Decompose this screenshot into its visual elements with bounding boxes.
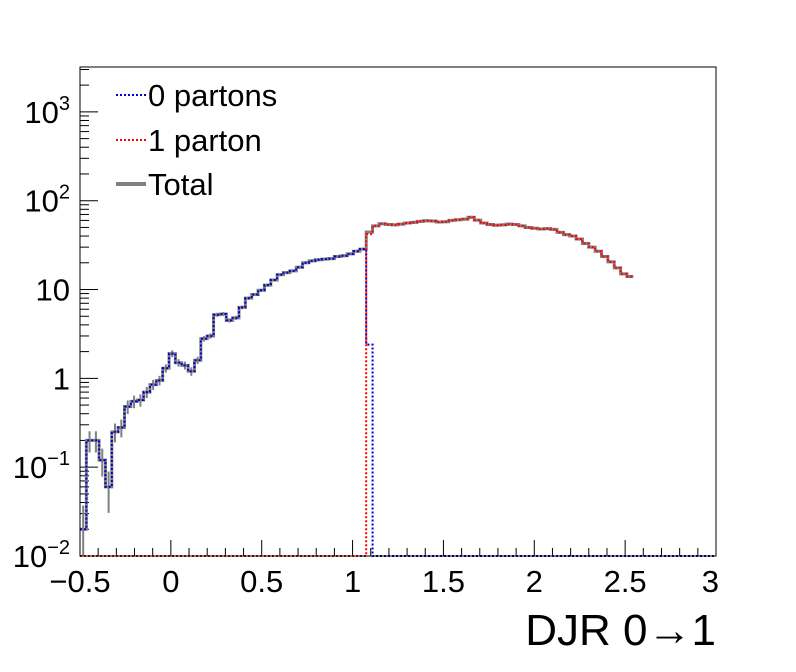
x-tick-label: 2.5 xyxy=(604,564,647,599)
x-axis-title: DJR 0→1 xyxy=(525,606,716,655)
x-tick-labels: −0.5 0 0.5 1 1.5 2 2.5 3 xyxy=(49,564,719,599)
y-tick-base: 10 xyxy=(24,95,58,130)
y-tick-base: 10 xyxy=(13,450,47,485)
series-0-partons xyxy=(80,248,716,557)
y-tick-exponent: 2 xyxy=(59,182,70,204)
y-tick-base: 10 xyxy=(24,184,58,219)
y-tick-label: 102 xyxy=(24,182,70,219)
plot-frame xyxy=(79,66,717,557)
x-tick-label: 1.5 xyxy=(422,564,465,599)
x-tick-label: 0 xyxy=(162,564,179,599)
legend: 0 partons 1 parton Total xyxy=(116,78,277,202)
x-tick-label: −0.5 xyxy=(49,564,110,599)
y-tick-base: 10 xyxy=(13,539,47,574)
legend-entry: Total xyxy=(148,167,213,202)
y-tick-label: 1 xyxy=(53,361,70,396)
y-tick-label: 10−1 xyxy=(13,448,70,485)
x-tick-label: 1 xyxy=(344,564,361,599)
legend-entry: 1 parton xyxy=(148,123,262,158)
y-tick-label: 10 xyxy=(36,273,70,308)
x-tick-label: 3 xyxy=(702,564,719,599)
y-tick-exponent: −1 xyxy=(47,448,70,470)
y-tick-label: 10−2 xyxy=(13,537,70,574)
x-tick-label: 0.5 xyxy=(240,564,283,599)
y-tick-exponent: 3 xyxy=(59,93,70,115)
y-tick-label: 103 xyxy=(24,93,70,130)
plot-background xyxy=(80,67,716,556)
legend-entry: 0 partons xyxy=(148,78,277,113)
x-tick-label: 2 xyxy=(526,564,543,599)
y-tick-exponent: −2 xyxy=(47,537,70,559)
